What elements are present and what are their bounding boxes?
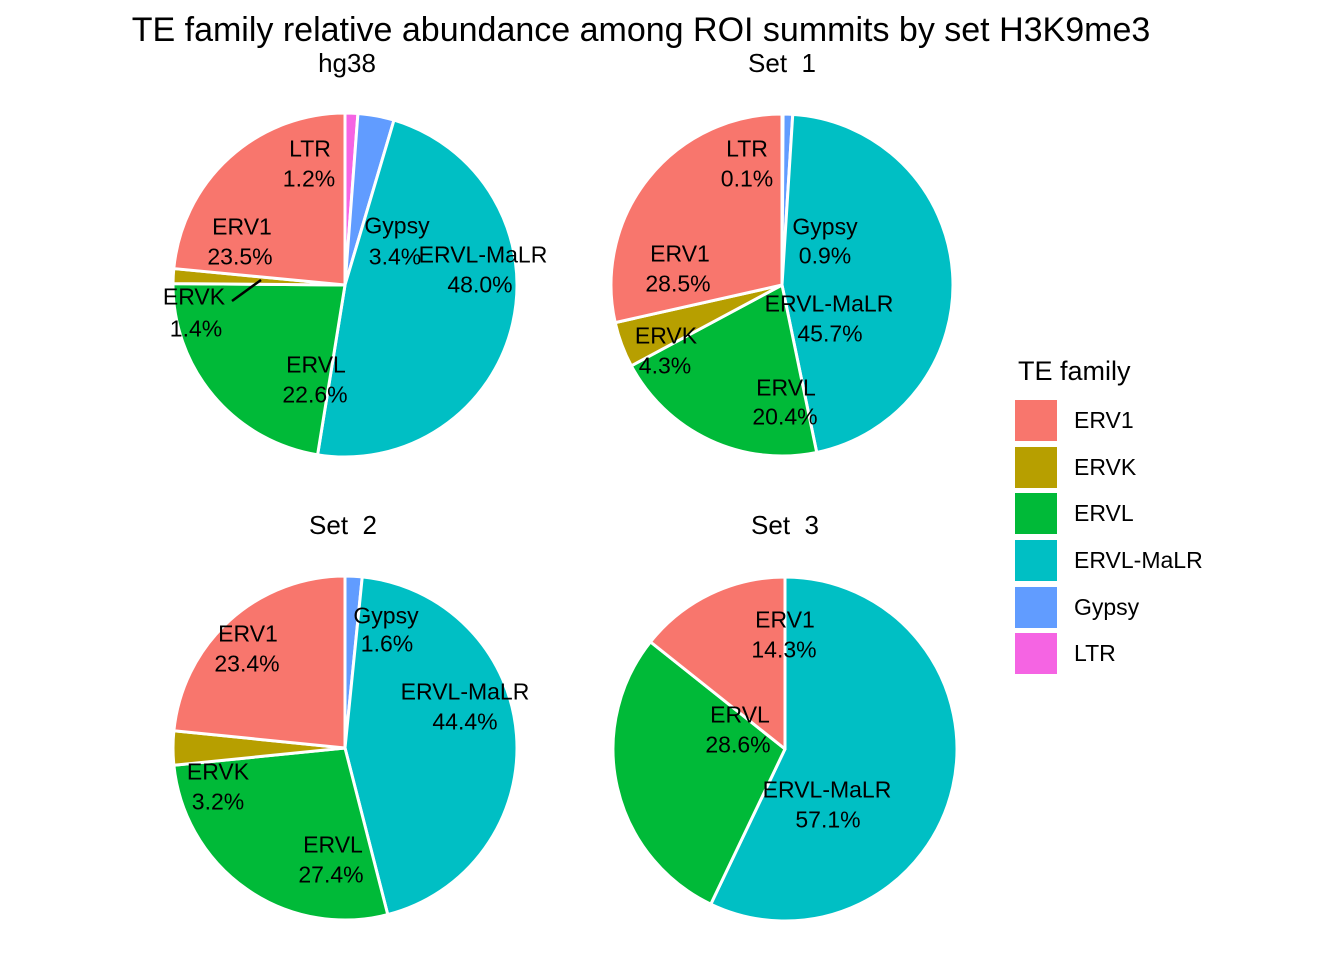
- slice-label: ERVL-MaLR: [764, 290, 894, 317]
- slice-label: LTR: [289, 135, 331, 162]
- legend-swatch-ervl-malr: [1015, 540, 1057, 582]
- pie-slice-ervl: [629, 283, 819, 458]
- slice-label: ERVL: [303, 831, 363, 858]
- legend-swatch-ltr: [1015, 633, 1057, 675]
- label-leader-line: [231, 278, 262, 303]
- legend-item-gypsy: Gypsy: [1015, 586, 1203, 628]
- slice-label: 0.1%: [720, 165, 774, 192]
- legend-label: Gypsy: [1074, 593, 1140, 620]
- pie-subtitle-hg38: hg38: [318, 48, 376, 78]
- slice-label: 4.3%: [638, 352, 692, 379]
- legend-label: LTR: [1074, 640, 1116, 667]
- pie-slice-ervl: [172, 746, 390, 922]
- slice-label: 1.6%: [360, 630, 414, 657]
- slice-label: LTR: [726, 135, 768, 162]
- legend-swatch-erv1: [1015, 400, 1057, 441]
- legend-item-ervl-malr: ERVL-MaLR: [1015, 540, 1203, 582]
- pie-slice-ervl-malr: [316, 118, 519, 459]
- slice-label: ERV1: [212, 213, 272, 240]
- slice-label: ERVL-MaLR: [418, 241, 548, 268]
- pie-slice-erv1: [609, 112, 784, 325]
- pie-slice-ervl-malr: [780, 112, 955, 454]
- slice-label: Gypsy: [792, 213, 858, 240]
- pie-slice-erv1: [648, 575, 787, 751]
- legend-swatch-ervk: [1015, 446, 1057, 488]
- slice-label: 20.4%: [752, 403, 818, 430]
- slice-label: 23.4%: [214, 650, 280, 677]
- pie-slice-ervl: [171, 282, 347, 457]
- pie-slice-ervl-malr: [343, 575, 519, 917]
- legend-item-ervk: ERVK: [1015, 446, 1203, 488]
- slice-label: ERVK: [186, 758, 250, 785]
- pie-subtitle-set1: Set 1: [748, 48, 816, 78]
- legend-swatch-ervl: [1015, 493, 1057, 535]
- slice-label: ERVK: [162, 283, 226, 310]
- slice-label: ERV1: [755, 606, 815, 633]
- legend-label: ERV1: [1074, 407, 1134, 433]
- slice-label: 3.2%: [191, 788, 245, 815]
- pie-slice-erv1: [172, 111, 347, 287]
- pie-slice-erv1: [172, 574, 347, 750]
- slice-label: ERV1: [650, 240, 710, 267]
- slice-label: 57.1%: [795, 806, 861, 833]
- slice-label: 1.2%: [282, 165, 336, 192]
- pie-slice-ervl-malr: [709, 575, 959, 923]
- slice-label: ERVL-MaLR: [762, 776, 892, 803]
- legend-label: ERVK: [1074, 453, 1137, 480]
- slice-label: ERVL: [756, 374, 816, 401]
- legend-item-ervl: ERVL: [1015, 493, 1203, 535]
- legend-item-ltr: LTR: [1015, 633, 1203, 675]
- slice-label: 28.6%: [705, 731, 771, 758]
- legend-label: ERVL-MaLR: [1074, 547, 1203, 574]
- legend-item-erv1: ERV1: [1015, 400, 1203, 441]
- pie-slice-ervl: [611, 640, 787, 906]
- slice-label: 27.4%: [298, 861, 364, 888]
- legend-label: ERVL: [1074, 500, 1134, 527]
- slice-label: 23.5%: [207, 243, 273, 270]
- slice-label: ERVK: [634, 322, 698, 349]
- pie-subtitle-set2: Set 2: [309, 510, 377, 540]
- legend: TE family ERV1 ERVK ERVL ERVL-MaLR Gypsy…: [1015, 358, 1203, 680]
- slice-label: ERVL: [710, 701, 770, 728]
- slice-label: 22.6%: [282, 381, 348, 408]
- slice-label: 28.5%: [645, 270, 711, 297]
- slice-label: 48.0%: [447, 271, 513, 298]
- slice-label: ERVL: [286, 351, 346, 378]
- slice-label: Gypsy: [353, 602, 419, 629]
- slice-label: ERV1: [218, 620, 278, 647]
- slice-label: 3.4%: [368, 243, 422, 270]
- chart-title: TE family relative abundance among ROI s…: [131, 11, 1151, 49]
- slice-label: 1.4%: [169, 315, 223, 342]
- pie-subtitle-set3: Set 3: [751, 510, 819, 540]
- legend-title: TE family: [1018, 356, 1131, 386]
- slice-label: 14.3%: [751, 636, 817, 663]
- slice-label: 45.7%: [797, 320, 863, 347]
- legend-swatch-gypsy: [1015, 586, 1057, 628]
- slice-label: ERVL-MaLR: [400, 678, 530, 705]
- slice-label: Gypsy: [364, 212, 430, 239]
- slice-label: 0.9%: [798, 242, 852, 269]
- slice-label: 44.4%: [432, 708, 498, 735]
